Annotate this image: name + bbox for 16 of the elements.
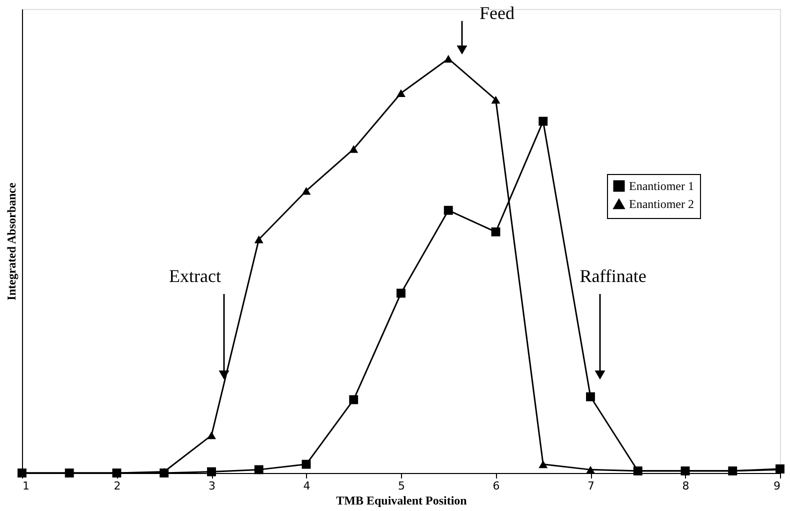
x-axis-title: TMB Equivalent Position (336, 494, 468, 508)
legend-label: Enantiomer 1 (629, 179, 694, 193)
x-tick-label: 1 (22, 480, 30, 492)
legend-label: Enantiomer 2 (629, 197, 694, 211)
x-tick-label: 4 (303, 480, 310, 492)
x-tick-label: 6 (492, 480, 500, 492)
annotation: Extract (169, 266, 221, 286)
text: Feed (480, 3, 514, 23)
x-tick-label: 3 (208, 480, 216, 492)
y-axis-title: Integrated Absorbance (4, 182, 18, 300)
annotation: Raffinate (580, 266, 646, 286)
x-tick-label: 9 (774, 480, 780, 492)
x-tick-label: 8 (682, 480, 690, 492)
x-tick-label: 5 (398, 480, 405, 492)
x-tick-label: 2 (114, 480, 121, 492)
x-tick-label: 7 (588, 480, 594, 492)
